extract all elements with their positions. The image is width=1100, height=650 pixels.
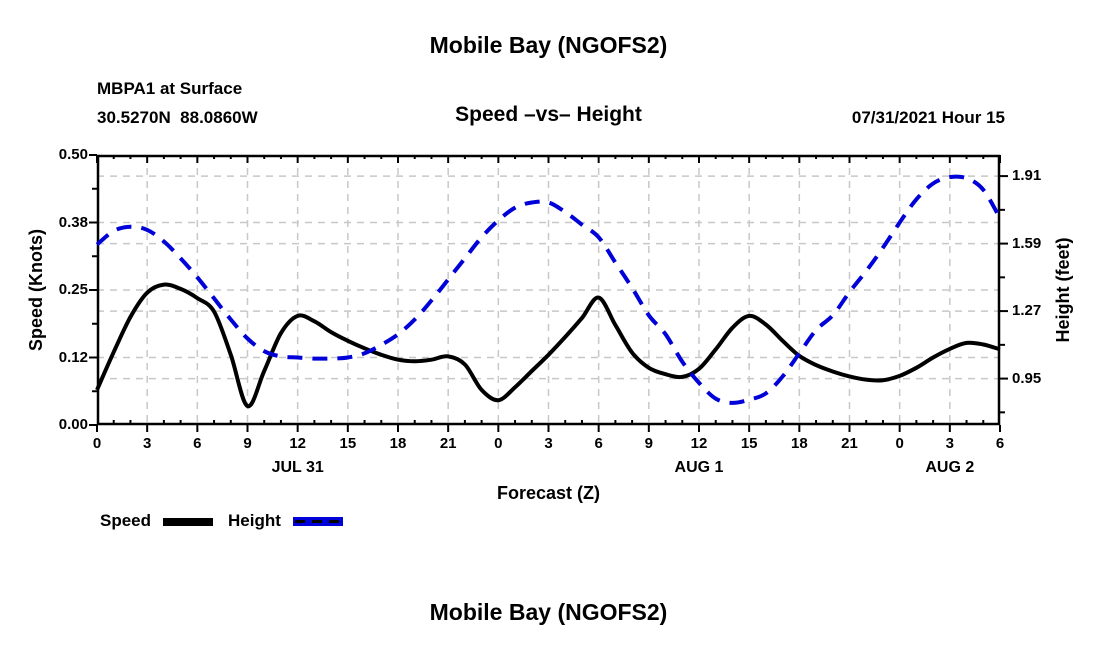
height-series-line <box>95 174 1002 405</box>
y-right-tick-label: 1.59 <box>1012 234 1042 252</box>
legend-speed-label: Speed <box>100 511 152 530</box>
y-left-tick-label: 0.00 <box>58 416 88 433</box>
x-tick-label: 3 <box>945 435 954 452</box>
x-tick-label: 3 <box>544 435 553 452</box>
x-tick-label: 12 <box>289 435 306 452</box>
speed-series-line <box>95 282 1001 409</box>
y-left-tick-label: 0.38 <box>58 213 88 231</box>
y-left-tick-label: 0.12 <box>58 348 88 366</box>
x-tick-label: 18 <box>389 435 407 452</box>
x-tick-label: 6 <box>594 435 603 452</box>
legend-speed-swatch <box>163 518 213 526</box>
station-coordinates: 30.5270N 88.0860W <box>97 108 258 127</box>
y-axis-right-title: Height (feet) <box>1053 237 1073 343</box>
x-tick-label: 0 <box>92 435 102 452</box>
x-tick-label: 0 <box>494 435 503 452</box>
y-right-tick-label: 1.91 <box>1012 167 1042 185</box>
legend-height-label: Height <box>228 511 281 530</box>
x-tick-label: 21 <box>841 435 858 452</box>
x-tick-label: 6 <box>995 435 1005 452</box>
x-tick-label: 15 <box>740 435 758 452</box>
page-title: Mobile Bay (NGOFS2) <box>429 32 668 58</box>
x-date-label: JUL 31 <box>271 459 324 476</box>
plot-area <box>89 154 1008 432</box>
x-tick-label: 18 <box>790 435 808 452</box>
x-tick-label: 6 <box>193 435 202 452</box>
x-axis-title: Forecast (Z) <box>496 483 601 503</box>
x-tick-label: 0 <box>895 435 904 452</box>
x-tick-label: 3 <box>142 435 152 452</box>
x-tick-label: 12 <box>690 435 708 452</box>
plot-frame <box>96 154 1001 426</box>
legend-height-swatch <box>293 517 343 526</box>
y-axis-left-title: Speed (Knots) <box>26 229 46 352</box>
y-left-tick-label: 0.25 <box>58 281 88 298</box>
legend-height-dash-pattern <box>295 520 341 523</box>
x-tick-label: 9 <box>243 435 252 452</box>
footer-title: Mobile Bay (NGOFS2) <box>429 599 668 625</box>
y-right-tick-label: 1.27 <box>1012 302 1042 320</box>
chart-subtitle: Speed –vs– Height <box>455 103 642 126</box>
forecast-datetime: 07/31/2021 Hour 15 <box>851 108 1005 127</box>
x-date-label: AUG 1 <box>674 459 724 476</box>
y-left-tick-label: 0.50 <box>58 146 88 163</box>
x-date-label: AUG 2 <box>925 459 975 476</box>
station-name: MBPA1 at Surface <box>97 79 243 98</box>
x-tick-label: 9 <box>644 435 653 452</box>
x-tick-label: 21 <box>439 435 457 452</box>
y-right-tick-label: 0.95 <box>1012 369 1042 387</box>
x-tick-label: 15 <box>339 435 357 452</box>
